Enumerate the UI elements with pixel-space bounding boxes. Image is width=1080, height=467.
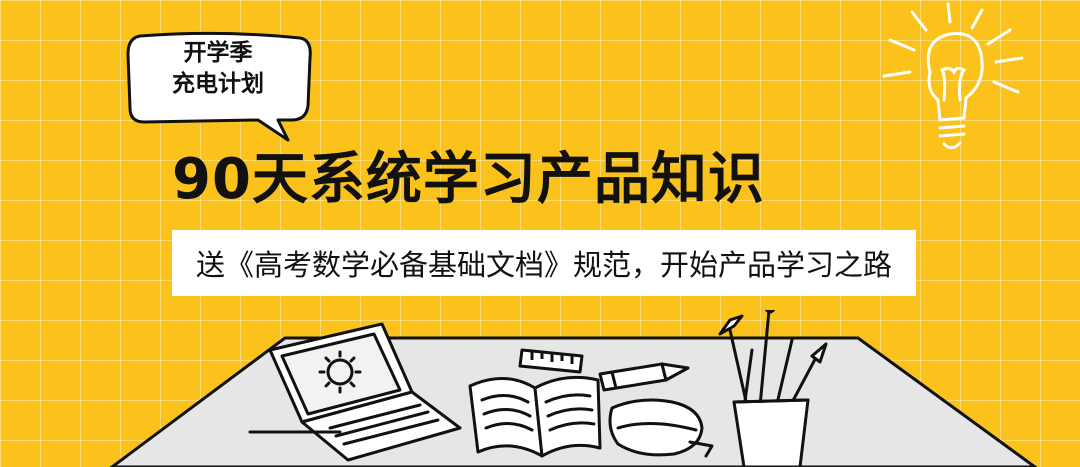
laptop-icon [248, 322, 462, 462]
bubble-line-2: 充电计划 [172, 71, 264, 97]
lightbulb-icon [882, 2, 1024, 150]
subtitle-text: 送《高考数学必备基础文档》规范，开始产品学习之路 [195, 248, 892, 282]
pencil-case-icon [608, 398, 714, 458]
pencil-icon [598, 362, 690, 392]
subtitle-panel: 送《高考数学必备基础文档》规范，开始产品学习之路 [172, 230, 916, 296]
main-title: 90天系统学习产品知识 [172, 147, 765, 212]
brush-holder-icon [718, 310, 828, 467]
ruler-icon [518, 348, 584, 374]
speech-bubble-icon [126, 31, 312, 142]
desk-scene [109, 310, 1038, 467]
bubble-line-1: 开学季 [183, 40, 253, 66]
speech-bubble-text: 开学季 充电计划 [143, 38, 293, 100]
open-book-icon [468, 375, 602, 458]
